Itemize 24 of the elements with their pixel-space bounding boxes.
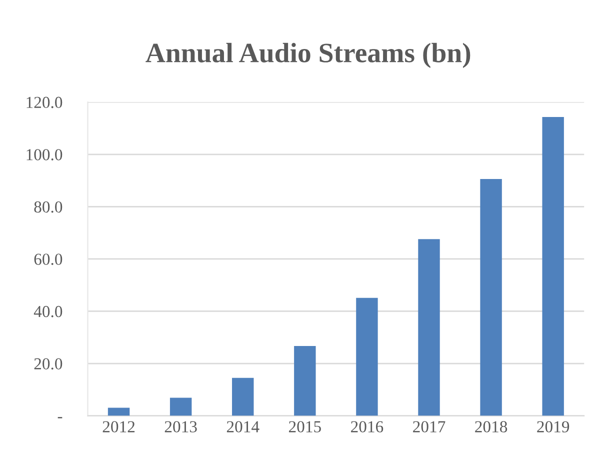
bar <box>170 398 192 416</box>
y-tick-label: 100.0 <box>26 149 62 160</box>
bar <box>480 178 502 416</box>
bar <box>356 298 378 416</box>
y-tick-label: 80.0 <box>34 201 62 213</box>
x-tick-label: 2017 <box>413 421 446 432</box>
bar <box>232 378 254 416</box>
y-tick-label: 20.0 <box>34 358 62 370</box>
x-tick-label: 2013 <box>164 421 197 432</box>
x-tick-label: 2019 <box>537 421 570 432</box>
y-tick-label: 60.0 <box>34 254 62 265</box>
bar <box>294 346 316 416</box>
bar <box>418 239 440 416</box>
chart-title: Annual Audio Streams (bn) <box>146 42 470 68</box>
x-tick-label: 2012 <box>102 421 135 432</box>
x-tick-label: 2015 <box>288 421 321 432</box>
bar <box>542 117 564 416</box>
y-tick-label: 40.0 <box>34 306 62 318</box>
bar <box>108 408 130 416</box>
y-tick-label: 120.0 <box>26 96 62 108</box>
x-tick-label: 2016 <box>351 421 384 432</box>
x-tick-label: 2018 <box>475 421 508 432</box>
y-tick-label: - <box>58 417 62 418</box>
x-tick-label: 2014 <box>226 421 260 432</box>
